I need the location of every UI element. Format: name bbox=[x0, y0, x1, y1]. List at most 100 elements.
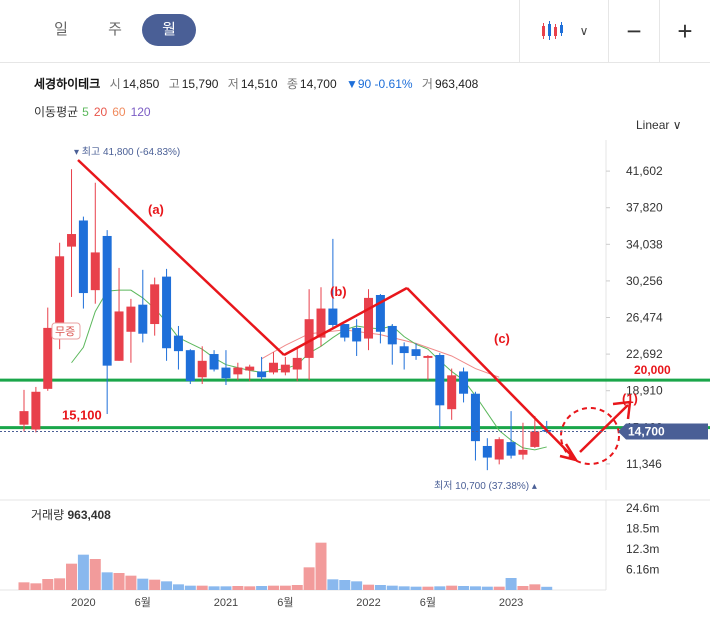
y-tick-label: 11,346 bbox=[626, 457, 662, 471]
volume-bar bbox=[172, 584, 184, 590]
candle-body bbox=[304, 319, 314, 358]
candle-body bbox=[138, 304, 148, 334]
candle-body bbox=[482, 445, 492, 458]
low-value: 14,510 bbox=[240, 77, 278, 91]
x-tick-label: 2020 bbox=[71, 597, 95, 609]
candle-body bbox=[435, 355, 445, 406]
candlestick-icon bbox=[541, 21, 563, 40]
hline-label-15100: 15,100 bbox=[62, 408, 102, 423]
tab-daily[interactable]: 일 bbox=[54, 21, 68, 38]
scale-toggle[interactable]: Linear ∨ bbox=[636, 118, 682, 132]
volume-bar bbox=[422, 586, 434, 590]
x-tick-label: 6월 bbox=[420, 596, 436, 609]
candle-body bbox=[292, 357, 302, 370]
open-label: 시 bbox=[109, 77, 121, 91]
volume-bar bbox=[434, 586, 446, 590]
volume-bar bbox=[541, 586, 553, 590]
open-value: 14,850 bbox=[122, 77, 160, 91]
trendline-a bbox=[77, 159, 285, 356]
stock-info: 세경하이테크 시 14,850 고 15,790 저 14,510 종 14,700 ▼… bbox=[34, 75, 484, 92]
trendline-c-arrowhead bbox=[559, 443, 579, 462]
y-tick-label: 26,474 bbox=[626, 311, 663, 325]
volume-bar bbox=[196, 585, 208, 590]
volume-bar bbox=[493, 586, 505, 590]
candle-body bbox=[268, 362, 278, 373]
candle-body bbox=[352, 327, 362, 342]
all-time-high-label: ▾ 최고 41,800 (-64.83%) bbox=[74, 146, 180, 158]
plus-icon: + bbox=[677, 15, 693, 46]
volume-bar bbox=[505, 578, 517, 590]
ma5-label: 5 bbox=[82, 105, 89, 119]
candle-body bbox=[316, 308, 326, 338]
change-value: ▼90 -0.61% bbox=[345, 77, 413, 91]
candle-body bbox=[102, 235, 112, 366]
volume-bar bbox=[18, 582, 30, 590]
volume-bar bbox=[256, 586, 268, 590]
event-tag-label: 무증 bbox=[55, 326, 75, 338]
chevron-down-icon: ∨ bbox=[579, 24, 589, 38]
candle-body bbox=[280, 364, 290, 373]
volume-bar bbox=[363, 584, 375, 590]
volume-bar bbox=[469, 586, 481, 590]
candle-body bbox=[185, 350, 195, 382]
volume-bar bbox=[529, 584, 541, 590]
volume-panel-label: 거래량 963,408 bbox=[31, 508, 111, 522]
chart-toolbar: 일 주 월 ∨ − + bbox=[0, 0, 710, 63]
candle-body bbox=[43, 327, 53, 389]
candle-body bbox=[114, 311, 124, 361]
moving-average-legend[interactable]: 이동평균 5 20 60 120 bbox=[34, 103, 156, 120]
candle-body bbox=[494, 439, 504, 460]
volume-bar bbox=[220, 586, 232, 590]
y-tick-label: 41,602 bbox=[626, 164, 663, 178]
volume-bar bbox=[327, 579, 339, 590]
zoom-out-button[interactable]: − bbox=[608, 0, 659, 62]
period-tabs: 일 주 월 bbox=[34, 14, 196, 46]
candle-body bbox=[233, 367, 243, 375]
candle-body bbox=[387, 325, 397, 345]
x-tick-label: 2022 bbox=[356, 597, 380, 609]
candle-body bbox=[470, 393, 480, 442]
last-price-label: 14,700 bbox=[628, 424, 665, 438]
close-value: 14,700 bbox=[299, 77, 337, 91]
candle-body bbox=[31, 391, 41, 430]
hline-label-20000: 20,000 bbox=[634, 363, 671, 377]
volume-bar bbox=[279, 585, 291, 590]
volume-bar bbox=[481, 586, 493, 590]
candle-body bbox=[257, 371, 267, 378]
volume-bar bbox=[184, 585, 196, 590]
wave-label: (c) bbox=[494, 331, 510, 346]
y-tick-label: 22,692 bbox=[626, 347, 663, 361]
candle-body bbox=[411, 349, 421, 356]
candle-body bbox=[375, 295, 385, 332]
volume-value: 963,408 bbox=[434, 77, 479, 91]
ma20-label: 20 bbox=[93, 105, 108, 119]
volume-bar bbox=[208, 586, 220, 590]
candle-body bbox=[518, 449, 528, 455]
candle-body bbox=[126, 306, 136, 332]
close-label: 종 bbox=[286, 77, 298, 91]
tab-monthly[interactable]: 월 bbox=[142, 14, 196, 46]
candle-body bbox=[78, 220, 88, 294]
candle-body bbox=[506, 442, 516, 456]
tab-weekly[interactable]: 주 bbox=[108, 21, 122, 38]
y-tick-label: 34,038 bbox=[626, 237, 663, 251]
candle-body bbox=[447, 375, 457, 410]
trendline-1-arrowhead bbox=[612, 400, 632, 420]
candle-body bbox=[55, 256, 65, 329]
x-tick-label: 2023 bbox=[499, 597, 523, 609]
volume-bar bbox=[386, 585, 398, 590]
volume-bar bbox=[101, 572, 113, 590]
candle-body bbox=[209, 354, 219, 370]
volume-tick-label: 6.16m bbox=[626, 562, 659, 576]
volume-bar bbox=[89, 559, 101, 590]
candle-body bbox=[173, 335, 183, 352]
ma120-label: 120 bbox=[130, 105, 151, 119]
candle-body bbox=[19, 411, 29, 425]
volume-bar bbox=[351, 581, 363, 590]
chart-type-button[interactable]: ∨ bbox=[519, 0, 608, 62]
stock-name: 세경하이테크 bbox=[34, 77, 101, 91]
volume-bar bbox=[458, 586, 470, 590]
volume-bar bbox=[113, 573, 125, 590]
zoom-in-button[interactable]: + bbox=[659, 0, 710, 62]
volume-bar bbox=[267, 585, 279, 590]
